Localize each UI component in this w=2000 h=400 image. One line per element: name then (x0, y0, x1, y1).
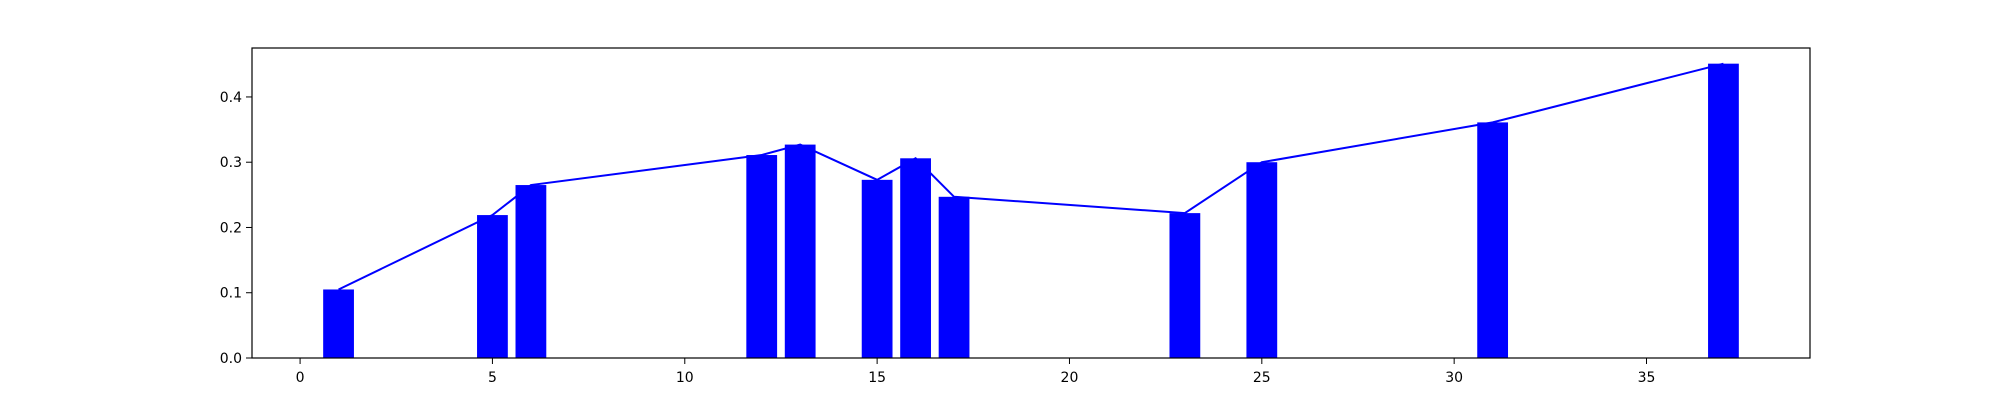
y-tick-label: 0.1 (220, 286, 242, 302)
bar-13 (784, 144, 816, 358)
bar-17 (938, 196, 970, 358)
x-tick-label: 10 (676, 370, 694, 386)
y-tick-label: 0.3 (220, 155, 242, 171)
bar-16 (900, 158, 931, 358)
x-tick-label: 15 (868, 370, 886, 386)
bar-6 (515, 185, 547, 358)
y-tick-label: 0.4 (220, 90, 242, 106)
plot-frame (251, 47, 1811, 359)
trend-line (338, 62, 1724, 291)
bar-31 (1477, 122, 1509, 359)
x-axis: 0 5 10 15 20 25 30 35 (296, 358, 1656, 386)
x-tick-label: 35 (1638, 370, 1656, 386)
x-tick-label: 20 (1061, 370, 1079, 386)
bar-5 (477, 215, 508, 358)
x-tick-label: 0 (296, 370, 305, 386)
bar-25 (1246, 162, 1278, 358)
y-tick-label: 0.2 (220, 220, 242, 236)
bar-23 (1169, 213, 1201, 358)
x-tick-label: 25 (1253, 370, 1271, 386)
bar-15 (861, 179, 893, 358)
bar-series (323, 63, 1739, 359)
bar-37 (1708, 63, 1739, 359)
x-tick-label: 30 (1445, 370, 1463, 386)
bar-1 (323, 289, 354, 358)
y-axis: 0.0 0.1 0.2 0.3 0.4 (220, 90, 252, 367)
bar-12 (746, 155, 778, 358)
x-tick-label: 5 (488, 370, 497, 386)
y-tick-label: 0.0 (220, 351, 242, 367)
